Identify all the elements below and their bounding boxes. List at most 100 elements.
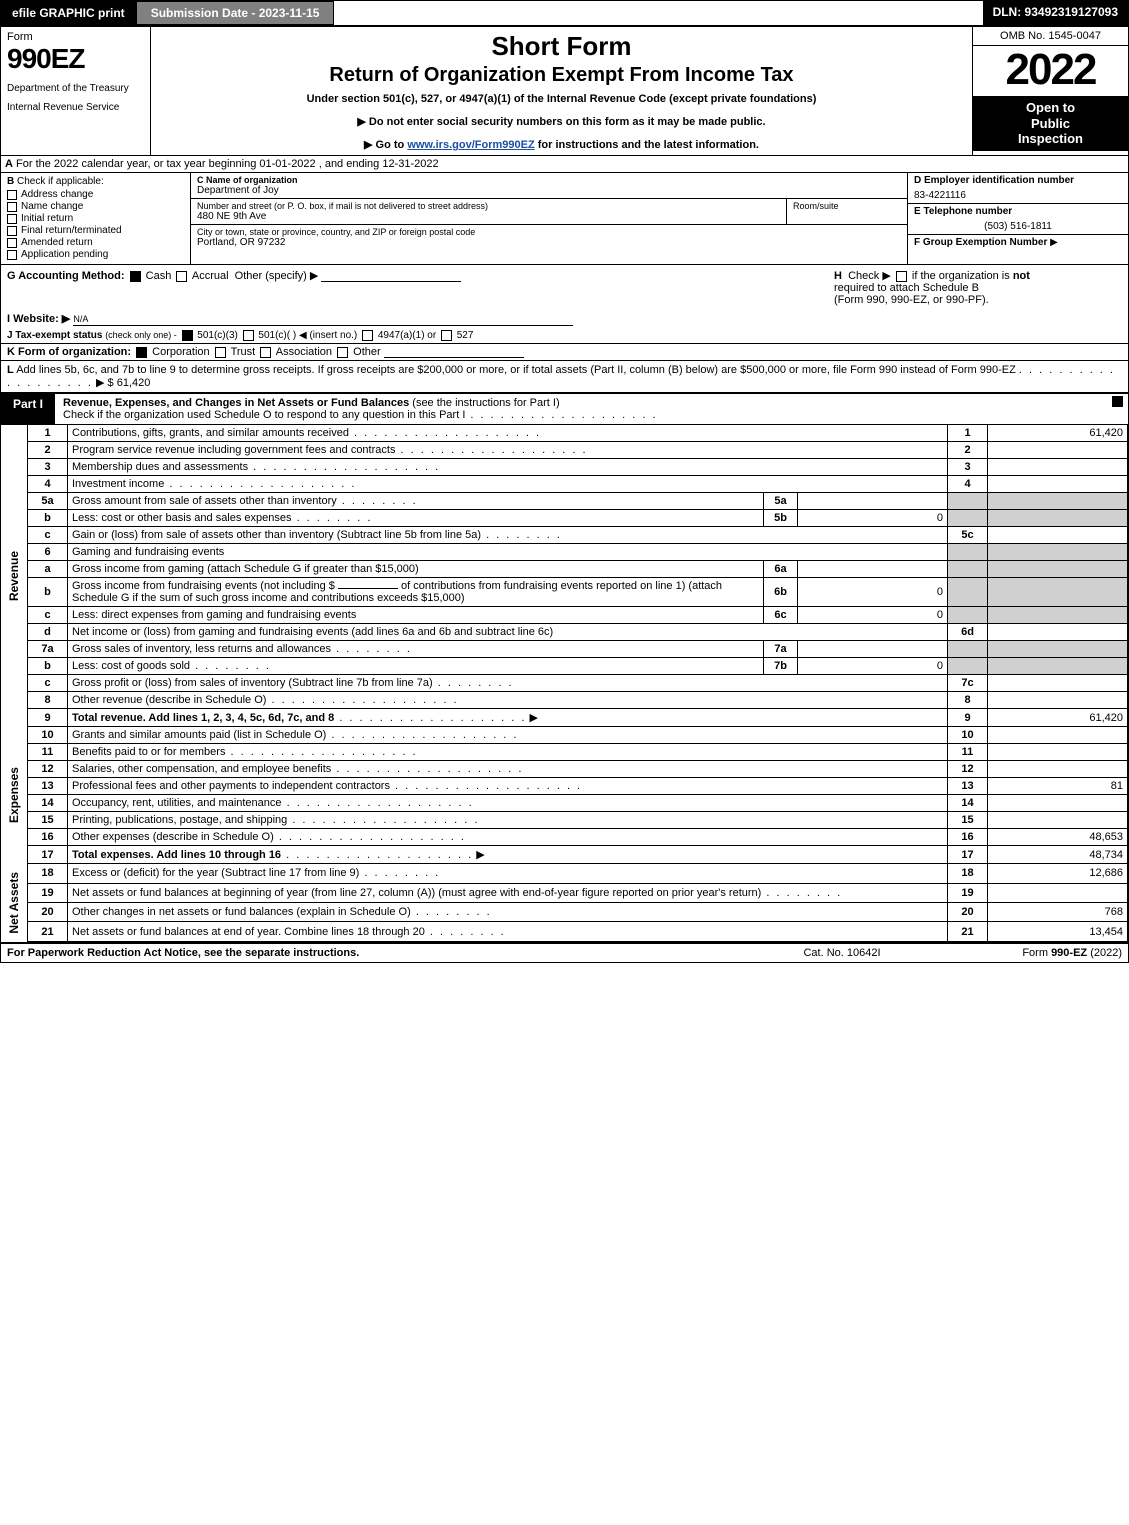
row-l-text: Add lines 5b, 6c, and 7b to line 9 to de…	[16, 364, 1016, 376]
line-14: 14 Occupancy, rent, utilities, and maint…	[1, 795, 1128, 812]
part-1-tag: Part I	[1, 394, 55, 424]
row-g: G Accounting Method: Cash Accrual Other …	[1, 265, 828, 310]
top-bar: efile GRAPHIC print Submission Date - 20…	[1, 1, 1128, 25]
chk-final-return[interactable]: Final return/terminated	[7, 225, 184, 236]
line-20-value: 768	[988, 902, 1128, 921]
row-l: L Add lines 5b, 6c, and 7b to line 9 to …	[1, 360, 1128, 392]
revenue-side-label: Revenue	[5, 545, 23, 607]
chk-501c3[interactable]	[182, 330, 193, 341]
line-1-value: 61,420	[988, 425, 1128, 442]
catalog-number: Cat. No. 10642I	[742, 947, 942, 959]
label-h: H	[834, 270, 842, 282]
line-7c: c Gross profit or (loss) from sales of i…	[1, 675, 1128, 692]
chk-application-pending[interactable]: Application pending	[7, 249, 184, 260]
label-l: L	[7, 364, 14, 376]
line-5b: b Less: cost or other basis and sales ex…	[1, 510, 1128, 527]
line-18: Net Assets 18 Excess or (deficit) for th…	[1, 864, 1128, 883]
line-21: 21 Net assets or fund balances at end of…	[1, 922, 1128, 941]
goto-post: for instructions and the latest informat…	[535, 139, 759, 151]
arrow-icon: ▶	[1050, 237, 1058, 248]
part-1-header: Part I Revenue, Expenses, and Changes in…	[1, 392, 1128, 424]
city-label: City or town, state or province, country…	[197, 227, 901, 237]
check-if-applicable: Check if applicable:	[17, 176, 104, 187]
row-gh: G Accounting Method: Cash Accrual Other …	[1, 264, 1128, 310]
goto-pre: ▶ Go to	[364, 139, 407, 151]
label-k: K Form of organization:	[7, 346, 131, 358]
chk-cash[interactable]	[130, 271, 141, 282]
group-exemption-label: F Group Exemption Number	[914, 237, 1047, 248]
part-1-checkbox[interactable]	[1106, 394, 1128, 424]
street-label: Number and street (or P. O. box, if mail…	[197, 201, 780, 211]
city-state-zip: Portland, OR 97232	[197, 237, 901, 248]
form-header: Form 990EZ Department of the Treasury In…	[1, 25, 1128, 155]
chk-4947[interactable]	[362, 330, 373, 341]
chk-association[interactable]	[260, 347, 271, 358]
chk-corporation[interactable]	[136, 347, 147, 358]
chk-other[interactable]	[337, 347, 348, 358]
chk-initial-return[interactable]: Initial return	[7, 213, 184, 224]
name-label: C Name of organization	[197, 175, 901, 185]
chk-501c[interactable]	[243, 330, 254, 341]
dln-label: DLN: 93492319127093	[983, 1, 1128, 25]
efile-print-button[interactable]: efile GRAPHIC print	[1, 1, 136, 25]
chk-accrual[interactable]	[176, 271, 187, 282]
goto-line: ▶ Go to www.irs.gov/Form990EZ for instru…	[157, 138, 966, 151]
other-org-field[interactable]	[384, 346, 524, 358]
line-19: 19 Net assets or fund balances at beginn…	[1, 883, 1128, 902]
line-4: 4 Investment income 4	[1, 476, 1128, 493]
expenses-side-label: Expenses	[5, 761, 23, 829]
line-12: 12 Salaries, other compensation, and emp…	[1, 761, 1128, 778]
chk-address-change[interactable]: Address change	[7, 189, 184, 200]
column-b: B Check if applicable: Address change Na…	[1, 173, 191, 264]
label-g: G Accounting Method:	[7, 270, 125, 282]
line-6a: a Gross income from gaming (attach Sched…	[1, 561, 1128, 578]
tax-year: 2022	[973, 46, 1128, 96]
line-5c: c Gain or (loss) from sale of assets oth…	[1, 527, 1128, 544]
title-short-form: Short Form	[157, 31, 966, 62]
line-16: 16 Other expenses (describe in Schedule …	[1, 829, 1128, 846]
line-9-value: 61,420	[988, 709, 1128, 727]
netassets-side-label: Net Assets	[5, 866, 23, 940]
line-10: Expenses 10 Grants and similar amounts p…	[1, 727, 1128, 744]
line-8: 8 Other revenue (describe in Schedule O)…	[1, 692, 1128, 709]
row-a: A For the 2022 calendar year, or tax yea…	[1, 155, 1128, 172]
line-6b: b Gross income from fundraising events (…	[1, 578, 1128, 607]
chk-schedule-b[interactable]	[896, 271, 907, 282]
line-2: 2 Program service revenue including gove…	[1, 442, 1128, 459]
ein-value: 83-4221116	[908, 188, 1128, 203]
other-specify-field[interactable]	[321, 270, 461, 282]
chk-name-change[interactable]: Name change	[7, 201, 184, 212]
line-13-value: 81	[988, 778, 1128, 795]
subtitle: Under section 501(c), 527, or 4947(a)(1)…	[157, 93, 966, 105]
line-6c: c Less: direct expenses from gaming and …	[1, 607, 1128, 624]
line-3: 3 Membership dues and assessments 3	[1, 459, 1128, 476]
column-c: C Name of organization Department of Joy…	[191, 173, 908, 264]
line-17-value: 48,734	[988, 846, 1128, 864]
submission-date: Submission Date - 2023-11-15	[136, 1, 335, 25]
ein-label: D Employer identification number	[914, 175, 1074, 186]
street-address: 480 NE 9th Ave	[197, 211, 780, 222]
line-6: 6 Gaming and fundraising events	[1, 544, 1128, 561]
chk-527[interactable]	[441, 330, 452, 341]
phone-label: E Telephone number	[914, 206, 1012, 217]
website-field[interactable]: N/A	[73, 313, 573, 326]
open-to-public: Open to Public Inspection	[973, 96, 1128, 151]
row-k: K Form of organization: Corporation Trus…	[1, 343, 1128, 360]
form-ref: Form 990-EZ (2022)	[942, 947, 1122, 959]
ssn-warning: ▶ Do not enter social security numbers o…	[157, 115, 966, 128]
line-9: 9 Total revenue. Add lines 1, 2, 3, 4, 5…	[1, 709, 1128, 727]
org-name: Department of Joy	[197, 185, 901, 196]
irs-link[interactable]: www.irs.gov/Form990EZ	[407, 139, 534, 151]
paperwork-notice: For Paperwork Reduction Act Notice, see …	[7, 947, 742, 959]
form-number: 990EZ	[7, 43, 144, 75]
line-21-value: 13,454	[988, 922, 1128, 941]
form-label: Form	[7, 31, 144, 43]
chk-trust[interactable]	[215, 347, 226, 358]
phone-value: (503) 516-1811	[908, 219, 1128, 234]
chk-amended-return[interactable]: Amended return	[7, 237, 184, 248]
line-15: 15 Printing, publications, postage, and …	[1, 812, 1128, 829]
label-a: A	[5, 158, 13, 170]
header-middle: Short Form Return of Organization Exempt…	[151, 27, 973, 155]
header-left: Form 990EZ Department of the Treasury In…	[1, 27, 151, 155]
line-5a: 5a Gross amount from sale of assets othe…	[1, 493, 1128, 510]
